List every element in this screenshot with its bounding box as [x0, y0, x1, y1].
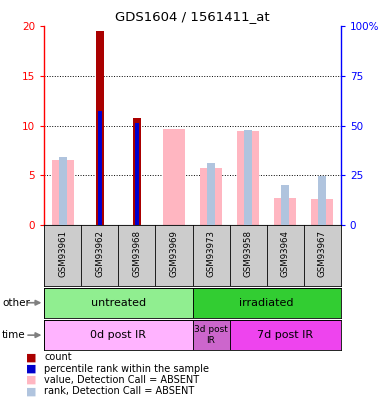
Text: rank, Detection Call = ABSENT: rank, Detection Call = ABSENT — [44, 386, 194, 396]
Bar — [44, 320, 192, 350]
Text: time: time — [2, 330, 25, 340]
Text: GSM93958: GSM93958 — [244, 230, 253, 277]
Text: GSM93964: GSM93964 — [281, 230, 290, 277]
Text: 0d post IR: 0d post IR — [90, 330, 146, 340]
Bar — [192, 320, 229, 350]
Text: GSM93967: GSM93967 — [318, 230, 327, 277]
Text: GDS1604 / 1561411_at: GDS1604 / 1561411_at — [115, 10, 270, 23]
Text: value, Detection Call = ABSENT: value, Detection Call = ABSENT — [44, 375, 199, 385]
Bar — [311, 199, 333, 225]
Bar — [237, 130, 259, 225]
Bar — [281, 185, 289, 225]
Bar — [135, 123, 139, 225]
Bar — [52, 160, 74, 225]
Text: irradiated: irradiated — [239, 298, 294, 308]
Bar — [133, 117, 141, 225]
Text: untreated: untreated — [91, 298, 146, 308]
Text: ■: ■ — [25, 386, 36, 396]
Bar — [318, 176, 326, 225]
Text: 7d post IR: 7d post IR — [257, 330, 313, 340]
Text: GSM93969: GSM93969 — [169, 230, 179, 277]
Text: ■: ■ — [25, 375, 36, 385]
Bar — [200, 168, 222, 225]
Text: GSM93962: GSM93962 — [95, 230, 104, 277]
Text: percentile rank within the sample: percentile rank within the sample — [44, 364, 209, 373]
Text: ■: ■ — [25, 364, 36, 373]
Bar — [274, 198, 296, 225]
Bar — [163, 128, 185, 225]
Text: 3d post
IR: 3d post IR — [194, 326, 228, 345]
Bar — [207, 163, 215, 225]
Text: GSM93961: GSM93961 — [58, 230, 67, 277]
Text: other: other — [2, 298, 30, 308]
Text: GSM93973: GSM93973 — [206, 230, 216, 277]
Bar — [244, 130, 252, 225]
Bar — [59, 157, 67, 225]
Text: count: count — [44, 352, 72, 362]
Bar — [192, 288, 341, 318]
Bar — [44, 288, 192, 318]
Bar — [229, 320, 341, 350]
Bar — [98, 111, 102, 225]
Text: ■: ■ — [25, 352, 36, 362]
Text: GSM93968: GSM93968 — [132, 230, 141, 277]
Bar — [96, 31, 104, 225]
